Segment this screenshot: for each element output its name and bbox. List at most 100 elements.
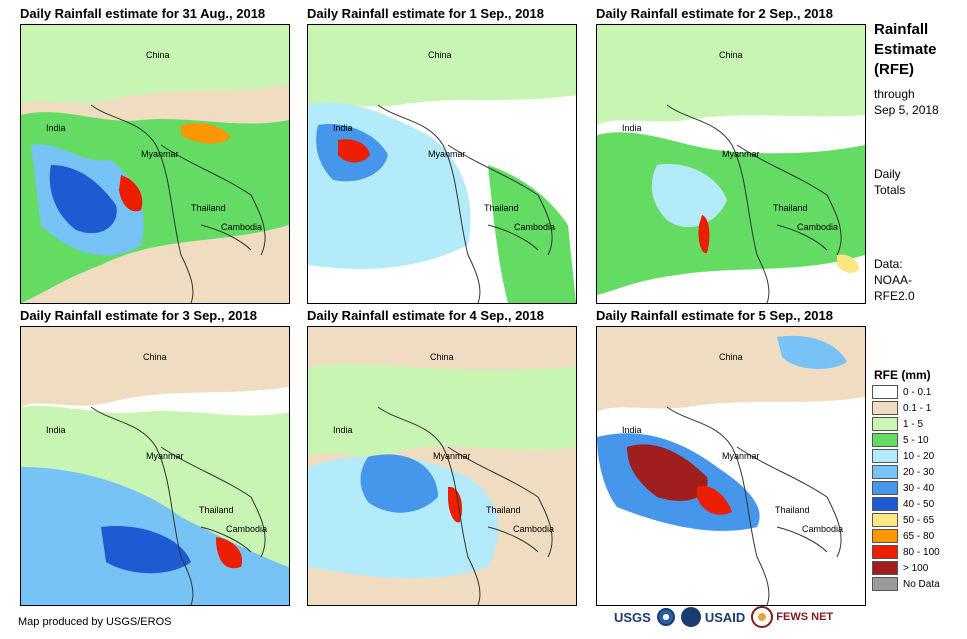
rain-core [627, 444, 708, 501]
legend-swatch [872, 545, 898, 559]
label-china: China [428, 50, 452, 60]
fews-net-icon [751, 606, 774, 628]
rainfall-map-3-sep: China India Myanmar Thailand Cambodia [20, 326, 290, 606]
legend-swatch [872, 577, 898, 591]
sidebar-daily-line: Totals [874, 183, 906, 197]
sidebar-title-line: (RFE) [874, 61, 914, 78]
legend-label: 80 - 100 [903, 546, 940, 558]
label-cambodia: Cambodia [802, 524, 843, 534]
sidebar-daily: Daily Totals [874, 166, 905, 198]
rainfall-map-4-sep: China India Myanmar Thailand Cambodia [307, 326, 577, 606]
rain-area-mid [308, 456, 499, 579]
legend-swatch [872, 449, 898, 463]
rain-area-heavy [360, 454, 438, 513]
label-india: India [46, 425, 66, 435]
country-borders [90, 406, 266, 605]
legend-title: RFE (mm) [874, 368, 931, 382]
rain-area-light [597, 327, 865, 412]
legend-row: 65 - 80 [872, 528, 940, 544]
panel-title: Daily Rainfall estimate for 5 Sep., 2018 [596, 308, 833, 323]
legend-swatch [872, 561, 898, 575]
sidebar-title: Rainfall Estimate (RFE) [874, 20, 937, 80]
usaid-logo-text: USAID [704, 609, 746, 625]
label-india: India [622, 123, 642, 133]
rain-area-light [21, 327, 289, 407]
rain-extreme [216, 537, 243, 569]
legend-swatch [872, 417, 898, 431]
legend-label: 20 - 30 [903, 466, 935, 478]
label-cambodia: Cambodia [221, 222, 262, 232]
legend-swatch [872, 465, 898, 479]
sidebar-daily-line: Daily [874, 167, 901, 181]
label-myanmar: Myanmar [141, 149, 179, 159]
legend-swatch [872, 385, 898, 399]
country-borders [666, 104, 842, 303]
rainfall-map-31-aug: China India Myanmar Thailand Cambodia [20, 24, 290, 304]
sidebar-data-line: NOAA- [874, 273, 913, 287]
rain-area-light [308, 364, 576, 457]
panel-title: Daily Rainfall estimate for 3 Sep., 2018 [20, 308, 257, 323]
rain-area-east [488, 165, 576, 303]
legend-label: No Data [903, 578, 940, 590]
label-myanmar: Myanmar [146, 451, 184, 461]
legend-row: 40 - 50 [872, 496, 940, 512]
label-cambodia: Cambodia [513, 524, 554, 534]
map-credit: Map produced by USGS/EROS [18, 616, 172, 628]
label-india: India [333, 425, 353, 435]
label-cambodia: Cambodia [514, 222, 555, 232]
legend-label: 1 - 5 [903, 418, 924, 430]
panel-title: Daily Rainfall estimate for 4 Sep., 2018 [307, 308, 544, 323]
legend-swatch [872, 513, 898, 527]
label-myanmar: Myanmar [722, 149, 760, 159]
legend-row: 30 - 40 [872, 480, 940, 496]
label-china: China [430, 352, 454, 362]
country-borders [666, 406, 842, 605]
legend-row: 1 - 5 [872, 416, 940, 432]
rain-area-light [308, 25, 576, 110]
country-borders [377, 406, 553, 605]
label-myanmar: Myanmar [722, 451, 760, 461]
fews-net-logo: FEWS NET [776, 611, 833, 623]
rain-extreme-east [181, 123, 231, 144]
legend-label: 10 - 20 [903, 450, 935, 462]
rainfall-map-1-sep: China India Myanmar Thailand Cambodia [307, 24, 577, 304]
rain-area-light [597, 25, 865, 125]
label-china: China [143, 352, 167, 362]
rain-extreme [338, 139, 370, 163]
rain-area-light [21, 25, 289, 105]
noaa-seal-icon [656, 608, 675, 626]
legend-row: 0 - 0.1 [872, 384, 940, 400]
label-india: India [622, 425, 642, 435]
legend-label: 30 - 40 [903, 482, 935, 494]
rainfall-map-5-sep: China India Myanmar Thailand Cambodia [596, 326, 866, 606]
usgs-logo-text: USGS [614, 609, 651, 625]
legend-row: 0.1 - 1 [872, 400, 940, 416]
label-thailand: Thailand [773, 203, 808, 213]
panel-title: Daily Rainfall estimate for 2 Sep., 2018 [596, 6, 833, 21]
legend-label: 65 - 80 [903, 530, 935, 542]
logo-strip: USGS USAID FEWS NET [614, 606, 839, 628]
label-india: India [46, 123, 66, 133]
legend-swatch [872, 433, 898, 447]
label-thailand: Thailand [484, 203, 519, 213]
legend-row: No Data [872, 576, 940, 592]
rain-area-north [777, 335, 847, 369]
label-china: China [719, 50, 743, 60]
fews-net-logo-text: FEWS NET [776, 611, 834, 623]
usaid-seal-icon [680, 607, 701, 627]
panel-title: Daily Rainfall estimate for 31 Aug., 201… [20, 6, 266, 21]
sidebar-through-line: Sep 5, 2018 [874, 103, 939, 117]
label-myanmar: Myanmar [428, 149, 466, 159]
panel-title: Daily Rainfall estimate for 1 Sep., 2018 [307, 6, 544, 21]
sidebar-through-line: through [874, 87, 915, 101]
label-thailand: Thailand [486, 505, 521, 515]
legend-swatch [872, 401, 898, 415]
label-china: China [719, 352, 743, 362]
label-cambodia: Cambodia [797, 222, 838, 232]
sidebar-data-line: Data: [874, 257, 903, 271]
legend-label: 40 - 50 [903, 498, 935, 510]
legend-row: 20 - 30 [872, 464, 940, 480]
legend-label: 5 - 10 [903, 434, 929, 446]
country-borders [377, 104, 553, 303]
legend-swatch [872, 497, 898, 511]
